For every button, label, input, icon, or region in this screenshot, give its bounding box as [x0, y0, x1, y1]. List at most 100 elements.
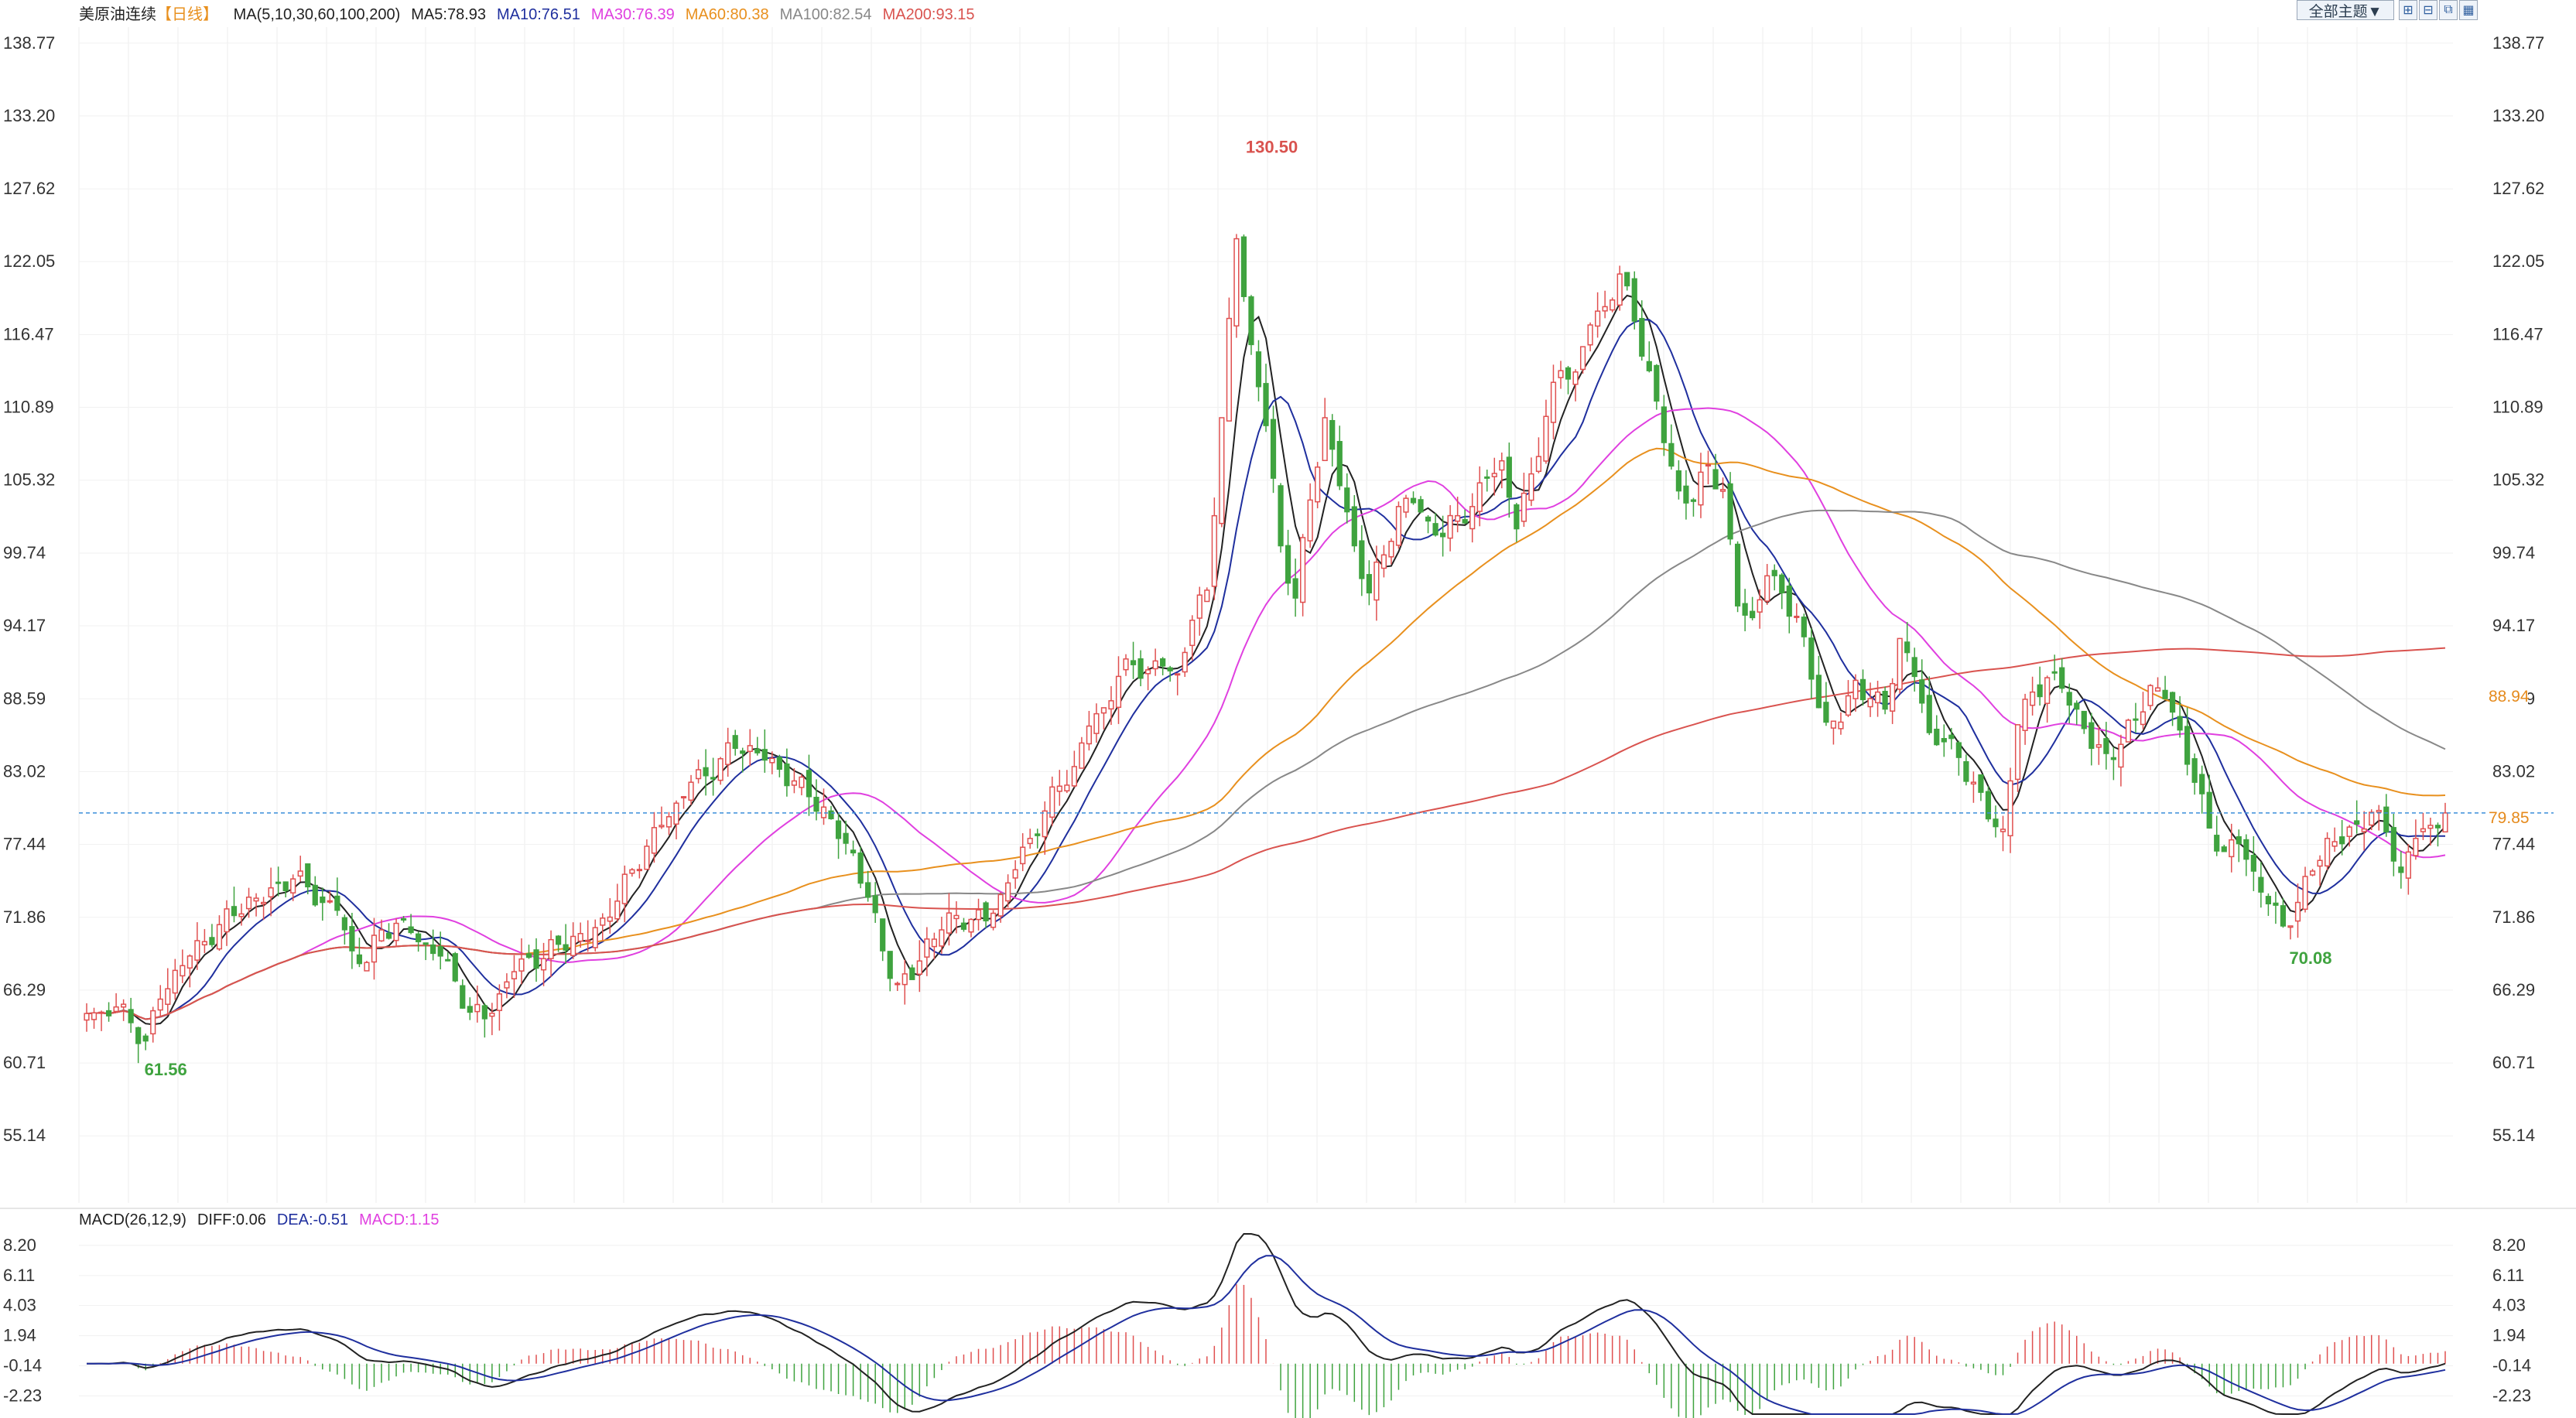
candle-body — [1823, 702, 1829, 723]
candle-body — [717, 758, 724, 781]
candle-body — [290, 878, 296, 894]
candle-body — [489, 1013, 495, 1017]
candle-body — [1874, 691, 1881, 704]
candle-body — [113, 1006, 119, 1013]
candle-body — [216, 924, 223, 950]
candle-body — [688, 781, 694, 801]
candle-body — [1528, 473, 1534, 501]
candle-body — [1278, 485, 1284, 547]
ma-legend: MA(5,10,30,60,100,200) MA5:78.93 MA10:76.5… — [234, 6, 986, 23]
candle-body — [105, 1010, 112, 1017]
candle-body — [2154, 687, 2161, 692]
candle-body — [1565, 367, 1572, 380]
candle-body — [1646, 360, 1652, 371]
price-tick-label: 94.17 — [2492, 616, 2535, 635]
ma5-line — [86, 294, 2446, 1026]
macd-histogram — [93, 1284, 2446, 1418]
price-tick-label: 94.17 — [3, 616, 46, 635]
candle-body — [2140, 711, 2147, 726]
candle-body — [916, 960, 922, 976]
candle-body — [2354, 820, 2360, 825]
candle-body — [1742, 603, 1748, 616]
candle-body — [1469, 506, 1476, 530]
candle-body — [621, 873, 628, 904]
diff-line — [86, 1233, 2446, 1415]
candle-body — [1410, 497, 1417, 504]
candle-body — [1579, 346, 1586, 371]
macd-tick-label: 6.11 — [2492, 1266, 2524, 1285]
candle-body — [1359, 540, 1365, 579]
macd-legend-item: DIFF:0.06 — [197, 1211, 266, 1228]
candle-body — [2309, 870, 2316, 876]
candle-body — [378, 929, 385, 941]
candle-body — [585, 939, 591, 942]
candle-body — [2221, 846, 2227, 853]
candle-body — [997, 894, 1004, 917]
candle-body — [1439, 532, 1446, 538]
candle-body — [305, 863, 311, 888]
candle-body — [1845, 695, 1852, 716]
zoom-in-icon[interactable]: ⊞ — [2399, 0, 2417, 20]
candle-body — [460, 985, 466, 1009]
candle-body — [2206, 791, 2212, 829]
candle-body — [2280, 905, 2287, 927]
candle-body — [1978, 774, 1984, 793]
candle-body — [592, 927, 598, 948]
candle-body — [1300, 537, 1306, 603]
candle-body — [680, 796, 687, 799]
candle-body — [2442, 812, 2448, 833]
candle-body — [1801, 617, 1807, 637]
theme-dropdown[interactable]: 全部主题▼ — [2297, 0, 2394, 20]
price-tick-label: 55.14 — [3, 1126, 46, 1145]
candle-body — [1867, 698, 1873, 708]
candle-body — [1815, 675, 1822, 709]
candle-body — [275, 881, 282, 884]
candle-body — [1380, 554, 1387, 569]
candle-body — [1189, 620, 1196, 647]
candle-body — [1757, 599, 1763, 613]
candle-body — [1926, 695, 1932, 733]
candle-body — [1196, 594, 1202, 619]
candle-body — [1108, 700, 1114, 710]
zoom-out-icon[interactable]: ⊟ — [2419, 0, 2437, 20]
macd-legend-item: DEA:-0.51 — [276, 1211, 349, 1228]
fit-icon[interactable]: ⧉ — [2439, 0, 2458, 20]
price-tick-label: 138.77 — [2492, 33, 2544, 53]
macd-tick-label: -0.14 — [2492, 1355, 2531, 1375]
candle-body — [2177, 716, 2183, 731]
candle-body — [194, 940, 200, 961]
candle-body — [1115, 675, 1122, 709]
candle-body — [2339, 836, 2345, 845]
candle-body — [1897, 637, 1903, 690]
dea-line — [86, 1255, 2446, 1415]
candle-body — [1182, 651, 1188, 673]
candle-body — [1955, 742, 1962, 758]
candle-body — [732, 735, 738, 750]
candle-body — [761, 749, 768, 761]
candle-body — [607, 916, 613, 922]
candle-body — [1675, 470, 1682, 492]
candle-body — [953, 914, 960, 920]
macd-axis-right: 8.20 6.11 4.03 1.94 -0.14 -2.23 — [2492, 1235, 2531, 1405]
candle-body — [1455, 514, 1461, 522]
candle-body — [128, 1009, 134, 1023]
candle-body — [327, 900, 333, 903]
candle-body — [2147, 685, 2154, 706]
candle-body — [2066, 692, 2072, 706]
candle-body — [349, 926, 355, 952]
candle-body — [2243, 839, 2249, 860]
candle-body — [1690, 499, 1697, 502]
candle-body — [1734, 543, 1741, 606]
candle-body — [341, 917, 347, 931]
candle-body — [2346, 826, 2352, 837]
candle-body — [2000, 829, 2006, 832]
candle-body — [548, 938, 554, 959]
candle-body — [1329, 419, 1336, 450]
settings-icon[interactable]: ▦ — [2459, 0, 2478, 20]
candle-body — [1233, 237, 1240, 327]
candle-body — [806, 770, 812, 798]
macd-grid — [79, 1245, 2453, 1396]
candle-body — [2302, 876, 2308, 911]
candle-body — [828, 810, 834, 820]
candle-body — [297, 870, 303, 877]
